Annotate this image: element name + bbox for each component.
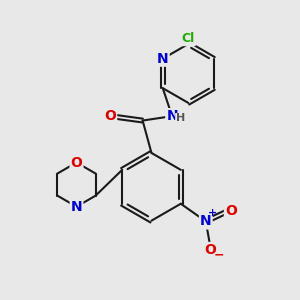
Text: −: − — [213, 249, 224, 262]
Text: N: N — [157, 52, 169, 66]
Text: H: H — [176, 113, 185, 124]
Text: Cl: Cl — [182, 32, 195, 45]
Text: N: N — [166, 109, 178, 123]
Text: N: N — [200, 214, 212, 228]
Text: O: O — [204, 243, 216, 257]
Text: O: O — [104, 109, 116, 123]
Text: O: O — [225, 204, 237, 218]
Text: N: N — [71, 200, 82, 214]
Text: +: + — [208, 208, 217, 218]
Text: O: O — [70, 155, 83, 170]
